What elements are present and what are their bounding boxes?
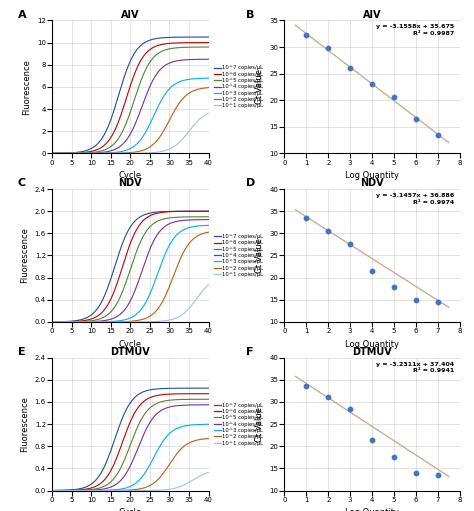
Text: B: B: [246, 10, 254, 20]
Text: y = -3.1558x + 35.675
R² = 0.9987: y = -3.1558x + 35.675 R² = 0.9987: [376, 25, 455, 36]
Point: [302, 214, 310, 222]
Point: [302, 382, 310, 390]
Legend: 10^7 copies/μL, 10^6 copies/μL, 10^5 copies/μL, 10^4 copies/μL, 10^3 copies/μL, : 10^7 copies/μL, 10^6 copies/μL, 10^5 cop…: [214, 234, 263, 277]
Text: D: D: [246, 178, 255, 189]
Point: [434, 471, 442, 479]
Text: A: A: [18, 10, 27, 20]
Point: [368, 267, 376, 275]
Text: C: C: [18, 178, 26, 189]
X-axis label: Cycle: Cycle: [119, 340, 142, 349]
X-axis label: Log Quantity: Log Quantity: [345, 508, 399, 511]
Y-axis label: Fluorescence: Fluorescence: [20, 227, 29, 284]
Y-axis label: Ct Value: Ct Value: [255, 238, 264, 273]
Point: [412, 114, 419, 123]
Point: [346, 64, 354, 73]
Title: AIV: AIV: [363, 10, 382, 19]
Legend: 10^7 copies/μL, 10^6 copies/μL, 10^5 copies/μL, 10^4 copies/μL, 10^3 copies/μL, : 10^7 copies/μL, 10^6 copies/μL, 10^5 cop…: [214, 65, 263, 108]
Point: [368, 80, 376, 88]
Y-axis label: Fluorescence: Fluorescence: [20, 396, 29, 452]
Text: E: E: [18, 347, 25, 357]
Text: y = -3.2311x + 37.404
R² = 0.9941: y = -3.2311x + 37.404 R² = 0.9941: [376, 362, 455, 374]
Title: NDV: NDV: [118, 178, 142, 188]
Point: [412, 469, 419, 477]
Legend: 10^7 copies/μL, 10^6 copies/μL, 10^5 copies/μL, 10^4 copies/μL, 10^3 copies/μL, : 10^7 copies/μL, 10^6 copies/μL, 10^5 cop…: [214, 403, 263, 446]
Point: [434, 298, 442, 306]
Text: y = -3.1457x + 36.886
R² = 0.9974: y = -3.1457x + 36.886 R² = 0.9974: [376, 193, 455, 205]
Title: AIV: AIV: [121, 10, 140, 19]
Point: [390, 283, 398, 291]
Point: [368, 435, 376, 444]
X-axis label: Cycle: Cycle: [119, 171, 142, 180]
Point: [324, 392, 332, 401]
Y-axis label: Fluorescence: Fluorescence: [22, 59, 31, 115]
Point: [324, 227, 332, 235]
X-axis label: Cycle: Cycle: [119, 508, 142, 511]
Point: [346, 240, 354, 248]
Point: [390, 453, 398, 461]
Title: NDV: NDV: [360, 178, 384, 188]
Title: DTMUV: DTMUV: [110, 347, 150, 357]
Point: [434, 131, 442, 139]
Point: [302, 31, 310, 39]
X-axis label: Log Quantity: Log Quantity: [345, 340, 399, 349]
Y-axis label: Ct Value: Ct Value: [255, 69, 264, 104]
Point: [412, 296, 419, 304]
Point: [346, 405, 354, 413]
Point: [390, 94, 398, 102]
Y-axis label: Ct Value: Ct Value: [255, 407, 264, 442]
X-axis label: Log Quantity: Log Quantity: [345, 171, 399, 180]
Point: [324, 44, 332, 52]
Text: F: F: [246, 347, 253, 357]
Title: DTMUV: DTMUV: [352, 347, 392, 357]
